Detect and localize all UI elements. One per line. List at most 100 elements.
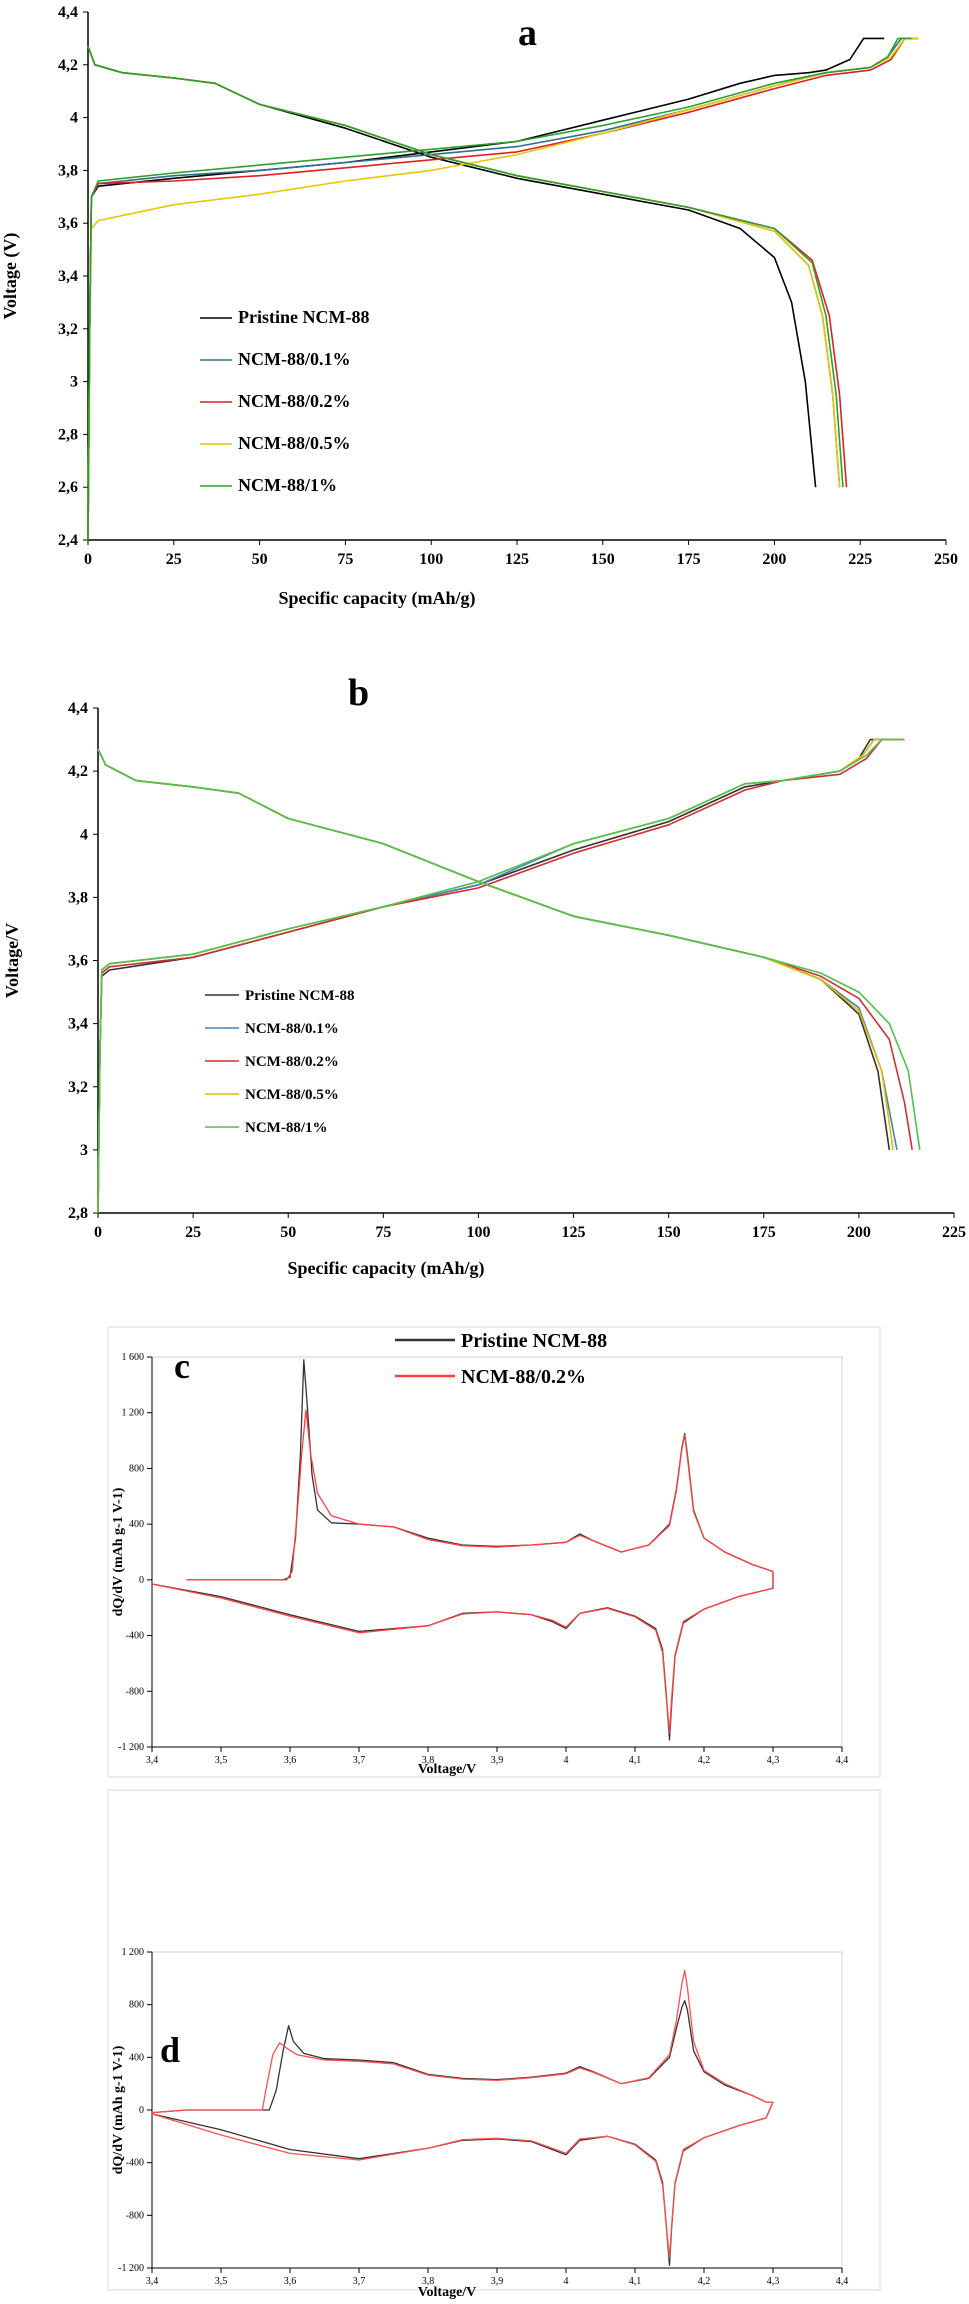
series-line-charge [186, 1409, 774, 1581]
x-tick-label: 100 [419, 551, 443, 568]
chart-panel-b: 0 25 50 75 100 125 150 175 200 225 2,8 3 3,2 3,4 3,6 3,… [2, 672, 966, 1279]
x-tick-label: 3,8 [422, 1755, 435, 1766]
y-tick-label: 3,4 [68, 1016, 88, 1033]
y-tick-label: 4 [70, 110, 78, 127]
x-tick-label: 4 [564, 2276, 569, 2287]
y-tick-label: 0 [139, 2105, 144, 2116]
y-tick-label: 800 [129, 2000, 144, 2011]
y-tick-label: 3,2 [68, 1079, 88, 1096]
x-tick-label: 100 [466, 1224, 490, 1241]
y-tick-label: 400 [129, 1519, 144, 1530]
y-tick-label: 3,8 [58, 162, 78, 179]
x-tick-label: 225 [848, 551, 872, 568]
y-tick-label: -800 [126, 1686, 144, 1697]
y-tick-label: -1 200 [118, 1742, 144, 1753]
x-tick-label: 125 [562, 1224, 586, 1241]
x-tick-label: 4,1 [629, 2276, 642, 2287]
x-tick-label: 3,9 [491, 2276, 504, 2287]
x-tick-label: 225 [942, 1224, 966, 1241]
legend-label: Pristine NCM-88 [461, 1330, 607, 1352]
legend-label: NCM-88/0.2% [245, 1054, 339, 1070]
x-tick-label: 3,4 [146, 2276, 159, 2287]
x-tick-label: 200 [762, 551, 786, 568]
x-tick-label: 0 [84, 551, 92, 568]
x-tick-label: 3,6 [284, 2276, 297, 2287]
series-line-discharge [87, 46, 841, 488]
x-tick-label: 4,2 [698, 2276, 711, 2287]
y-tick-label: 0 [139, 1575, 144, 1586]
y-tick-label: 3,6 [68, 953, 88, 970]
series-line-discharge [87, 46, 844, 488]
legend-label: NCM-88/0.1% [238, 349, 350, 369]
x-tick-label: 75 [375, 1224, 391, 1241]
legend-label: NCM-88/0.5% [245, 1087, 339, 1103]
x-tick-label: 250 [934, 551, 958, 568]
y-axis-label: Voltage/V [2, 923, 22, 998]
y-tick-label: 1 200 [122, 1947, 145, 1958]
legend-label: NCM-88/0.2% [461, 1366, 586, 1388]
y-tick-label: -400 [126, 1631, 144, 1642]
x-tick-label: 4,2 [698, 1755, 711, 1766]
legend-label: NCM-88/0.2% [238, 391, 350, 411]
x-tick-label: 4,3 [767, 1755, 780, 1766]
x-tick-label: 3,9 [491, 1755, 504, 1766]
series-line-discharge [151, 2101, 774, 2267]
x-tick-label: 3,4 [146, 1755, 159, 1766]
x-tick-label: 200 [847, 1224, 871, 1241]
series-line-discharge [151, 1571, 774, 1741]
y-tick-label: 1 200 [122, 1408, 145, 1419]
y-tick-label: 2,8 [68, 1205, 88, 1222]
y-tick-label: 800 [129, 1463, 144, 1474]
y-tick-label: 1 600 [122, 1352, 145, 1363]
y-tick-label: 4 [80, 826, 88, 843]
y-axis-label: dQ/dV (mAh g-1 V-1) [111, 2045, 126, 2174]
x-tick-label: 50 [252, 551, 268, 568]
y-tick-label: 4,4 [68, 700, 88, 717]
x-tick-label: 4,1 [629, 1755, 642, 1766]
legend-label: NCM-88/0.5% [238, 433, 350, 453]
x-axis-label: Specific capacity (mAh/g) [288, 1258, 485, 1279]
x-tick-label: 4,4 [836, 2276, 849, 2287]
y-tick-label: 3 [70, 374, 78, 391]
series-line-charge [87, 37, 919, 541]
chart-panel-c: 3,4 3,5 3,6 3,7 3,8 3,9 4 4,1 4,2 4,3 4,4 -1 200 -80… [107, 1326, 881, 1778]
x-tick-label: 150 [657, 1224, 681, 1241]
panel-letter: b [348, 672, 369, 714]
y-tick-label: -1 200 [118, 2263, 144, 2274]
y-axis-label: Voltage (V) [0, 233, 21, 320]
y-tick-label: 2,4 [58, 532, 78, 549]
x-axis-label: Voltage/V [418, 1762, 477, 1777]
y-tick-label: 4,4 [58, 4, 78, 21]
series-line-discharge [151, 2101, 774, 2259]
x-tick-label: 75 [337, 551, 353, 568]
series-line-discharge [97, 748, 921, 1151]
series-line-charge [151, 2000, 773, 2114]
x-tick-label: 3,5 [215, 1755, 228, 1766]
y-tick-label: 3,4 [58, 268, 78, 285]
series-line-discharge [87, 46, 817, 488]
y-tick-label: 3,8 [68, 889, 88, 906]
x-tick-label: 4,4 [836, 1755, 849, 1766]
x-axis-label: Voltage/V [418, 2285, 477, 2300]
x-tick-label: 25 [185, 1224, 201, 1241]
panel-letter: d [160, 2030, 180, 2070]
x-tick-label: 175 [677, 551, 701, 568]
series-line-charge [87, 37, 885, 541]
panel-frame [107, 1326, 881, 1778]
x-axis-label: Specific capacity (mAh/g) [279, 588, 476, 609]
series-line-discharge [151, 1571, 774, 1734]
series-line-charge [87, 37, 912, 541]
legend-label: NCM-88/1% [245, 1120, 328, 1136]
y-tick-label: 2,8 [58, 426, 78, 443]
x-tick-label: 25 [166, 551, 182, 568]
chart-panel-d: 3,4 3,5 3,6 3,7 3,8 3,9 4 4,1 4,2 4,3 4,4 -1 200 -80… [107, 1789, 881, 2300]
y-tick-label: 4,2 [58, 57, 78, 74]
series-line-charge [97, 738, 897, 1214]
legend-label: Pristine NCM-88 [238, 307, 369, 327]
x-tick-label: 3,8 [422, 2276, 435, 2287]
panel-letter: a [518, 12, 537, 54]
y-axis-label: dQ/dV (mAh g-1 V-1) [111, 1487, 126, 1616]
series-line-charge [97, 738, 905, 1214]
series-line-discharge [97, 748, 894, 1151]
